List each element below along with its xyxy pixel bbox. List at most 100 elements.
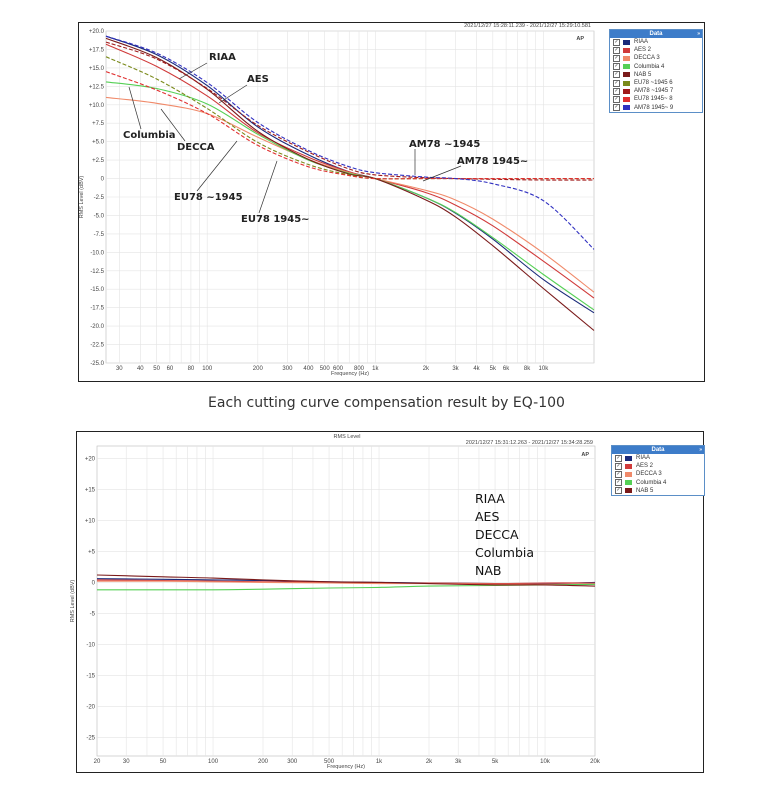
legend-checkbox[interactable]: ✓ — [613, 79, 620, 87]
annotation-leader — [160, 108, 186, 142]
legend-row[interactable]: ✓ DECCA 3 — [610, 54, 702, 62]
bottom-chart-panel: +20 +15 +10 +5 0 -5 -10 -15 -20 -25 20 30 50 100 200 30… — [70, 431, 704, 773]
overlay-item: Columbia — [475, 545, 535, 560]
legend-checkbox[interactable]: ✓ — [615, 462, 622, 470]
overlay-curve-list: RIAA AES DECCA Columbia NAB — [475, 490, 534, 580]
legend-title: Data — [649, 31, 663, 37]
legend-label: NAB 5 — [636, 487, 654, 494]
y-tick-label: -22.5 — [90, 343, 104, 349]
legend-checkbox[interactable]: ✓ — [613, 46, 620, 54]
legend-label: NAB 5 — [634, 71, 652, 78]
legend-swatch — [623, 47, 630, 53]
x-tick-label: 50 — [153, 366, 160, 372]
x-tick-label: 3k — [455, 759, 462, 765]
legend-row[interactable]: ✓ AM78 ~1945 7 — [610, 87, 702, 95]
timestamp: 2021/12/27 15:31:12.263 - 2021/12/27 15:… — [466, 440, 593, 446]
legend-label: RIAA — [634, 39, 649, 45]
x-tick-label: 20 — [94, 759, 101, 765]
y-tick-label: -10 — [86, 642, 95, 648]
legend-label: DECCA 3 — [634, 55, 660, 62]
legend-row[interactable]: ✓ EU78 ~1945 6 — [610, 79, 702, 87]
legend-row[interactable]: ✓ Columbia 4 — [610, 63, 702, 71]
annotation-leader — [218, 84, 248, 104]
x-tick-label: 5k — [492, 759, 499, 765]
y-tick-label: -20.0 — [90, 324, 104, 330]
legend-row[interactable]: ✓ AES 2 — [612, 462, 704, 470]
legend-row[interactable]: ✓ RIAA — [612, 454, 704, 462]
curve-annotation: EU78 ~1945 — [174, 192, 243, 203]
legend-swatch — [623, 80, 630, 86]
x-tick-label: 10k — [539, 366, 550, 372]
legend-label: DECCA 3 — [636, 471, 662, 478]
x-axis-label: Frequency (Hz) — [331, 371, 369, 377]
legend-checkbox[interactable]: ✓ — [613, 63, 620, 71]
legend-row[interactable]: ✓ NAB 5 — [612, 487, 704, 495]
chart-title: RMS Level — [334, 434, 361, 440]
x-tick-label: 40 — [137, 366, 144, 372]
legend-checkbox[interactable]: ✓ — [615, 454, 622, 462]
overlay-item: NAB — [475, 563, 502, 578]
figure-caption: Each cutting curve compensation result b… — [208, 395, 565, 411]
legend-checkbox[interactable]: ✓ — [613, 87, 620, 95]
annotation-leader — [178, 62, 208, 80]
legend-row[interactable]: ✓ DECCA 3 — [612, 470, 704, 478]
legend-checkbox[interactable]: ✓ — [615, 470, 622, 478]
series-line — [105, 35, 595, 250]
x-tick-label: 600 — [333, 366, 344, 372]
y-tick-label: -25.0 — [90, 361, 104, 367]
series-line — [96, 580, 595, 585]
y-tick-label: +5 — [88, 549, 96, 555]
y-tick-label: +20.0 — [89, 29, 105, 35]
legend-checkbox[interactable]: ✓ — [613, 95, 620, 103]
legend-row[interactable]: ✓ NAB 5 — [610, 71, 702, 79]
legend-collapse-icon[interactable]: » — [699, 447, 702, 453]
x-tick-label: 60 — [167, 366, 174, 372]
legend-header: Data » — [610, 30, 702, 38]
legend-row[interactable]: ✓ Columbia 4 — [612, 479, 704, 487]
timestamp: 2021/12/27 15:28:11.239 - 2021/12/27 15:… — [464, 23, 591, 29]
legend-row[interactable]: ✓ AES 2 — [610, 46, 702, 54]
y-tick-label: -25 — [86, 735, 95, 741]
y-tick-label: -7.5 — [94, 232, 105, 238]
y-tick-label: +7.5 — [92, 121, 105, 127]
x-tick-label: 200 — [258, 759, 269, 765]
y-tick-label: +10.0 — [89, 103, 105, 109]
x-tick-label: 400 — [303, 366, 314, 372]
y-tick-label: +5.0 — [92, 140, 105, 146]
legend-label: EU78 1945~ 8 — [634, 96, 673, 103]
legend-row[interactable]: ✓ RIAA — [610, 38, 702, 46]
legend-collapse-icon[interactable]: » — [697, 31, 700, 37]
ap-logo: AP — [581, 452, 589, 458]
legend-checkbox[interactable]: ✓ — [613, 38, 620, 46]
y-tick-label: -20 — [86, 704, 95, 710]
y-tick-label: +12.5 — [89, 84, 105, 90]
legend-row[interactable]: ✓ AM78 1945~ 9 — [610, 104, 702, 112]
x-tick-label: 5k — [490, 366, 497, 372]
x-tick-label: 1k — [372, 366, 379, 372]
y-tick-label: -2.5 — [94, 195, 105, 201]
overlay-item: AES — [475, 509, 500, 524]
legend-checkbox[interactable]: ✓ — [613, 71, 620, 79]
bottom-chart-svg: +20 +15 +10 +5 0 -5 -10 -15 -20 -25 20 30 50 100 200 30… — [70, 434, 601, 770]
legend-swatch — [623, 55, 630, 61]
y-tick-label: +17.5 — [89, 47, 105, 53]
x-tick-label: 8k — [524, 366, 531, 372]
y-tick-label: +15 — [85, 487, 96, 493]
curve-annotation: AM78 ~1945 — [409, 139, 480, 150]
bottom-chart-legend: Data » ✓ RIAA ✓ AES 2 ✓ DECCA 3 ✓ Columbia 4 ✓ NAB… — [611, 445, 705, 496]
legend-checkbox[interactable]: ✓ — [613, 54, 620, 62]
legend-swatch — [623, 105, 630, 111]
x-tick-label: 2k — [426, 759, 433, 765]
overlay-item: RIAA — [475, 491, 505, 506]
series-line — [96, 579, 596, 585]
y-tick-label: +2.5 — [92, 158, 105, 164]
y-tick-label: -10.0 — [90, 250, 104, 256]
legend-checkbox[interactable]: ✓ — [615, 487, 622, 495]
legend-swatch — [623, 72, 630, 78]
legend-label: AM78 ~1945 7 — [634, 88, 674, 95]
legend-checkbox[interactable]: ✓ — [613, 104, 620, 112]
legend-checkbox[interactable]: ✓ — [615, 479, 622, 487]
legend-label: Columbia 4 — [634, 63, 665, 70]
legend-row[interactable]: ✓ EU78 1945~ 8 — [610, 95, 702, 103]
legend-swatch — [625, 480, 632, 486]
